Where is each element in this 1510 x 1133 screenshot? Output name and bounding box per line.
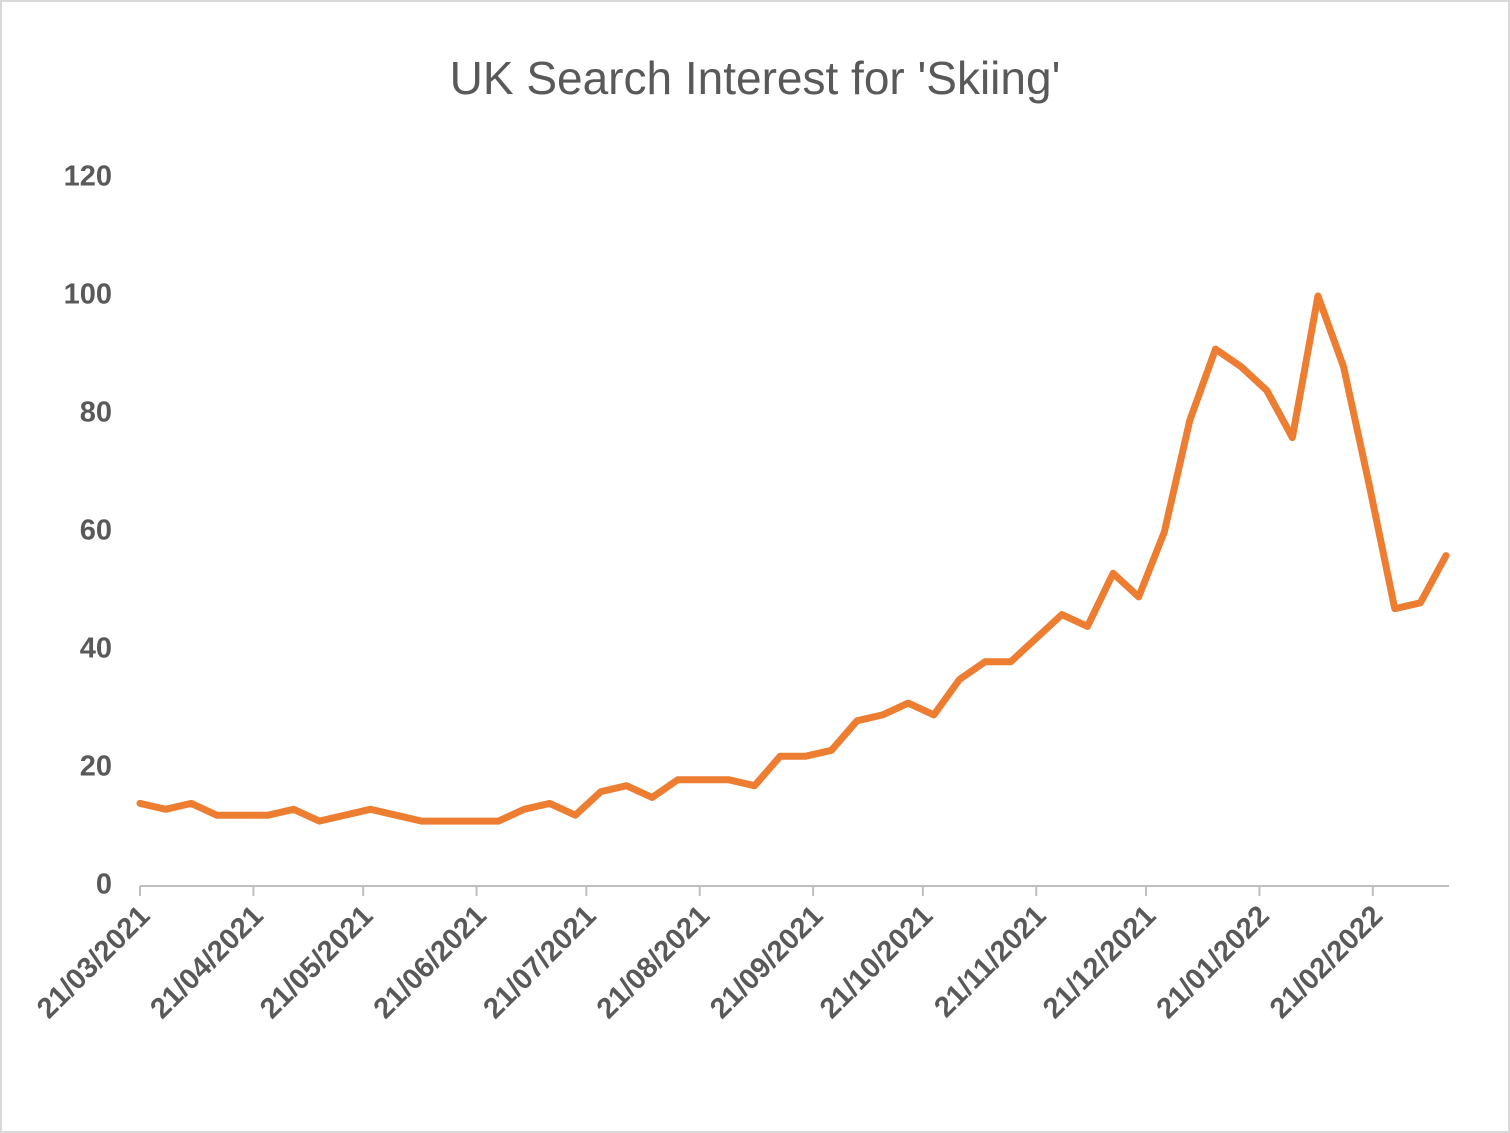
y-tick-label: 80 [80, 397, 112, 429]
y-tick-label: 100 [64, 279, 112, 311]
y-tick-label: 0 [96, 869, 112, 901]
y-tick-label: 20 [80, 751, 112, 783]
chart-title: UK Search Interest for 'Skiing' [450, 52, 1061, 104]
data-line [136, 292, 1450, 825]
y-tick-label: 120 [64, 161, 112, 193]
y-tick-label: 60 [80, 515, 112, 547]
y-tick-label: 40 [80, 633, 112, 665]
